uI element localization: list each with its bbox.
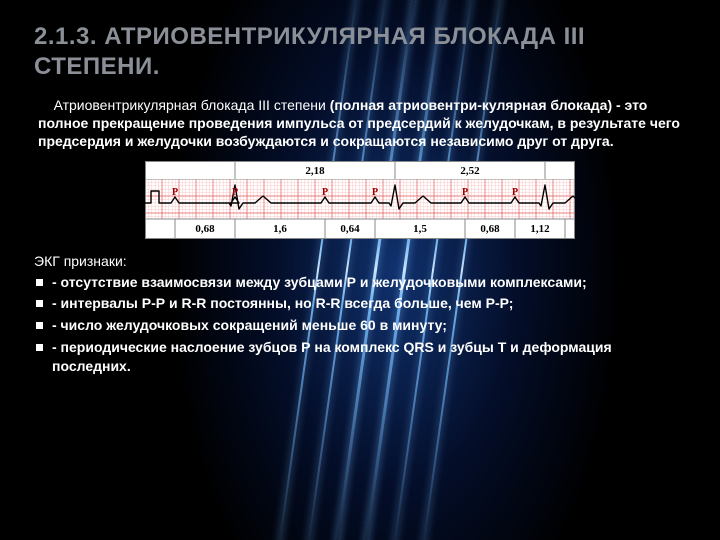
- svg-text:P: P: [462, 187, 468, 198]
- svg-text:0,68: 0,68: [480, 223, 500, 235]
- svg-text:P: P: [372, 187, 378, 198]
- svg-text:2,52: 2,52: [460, 165, 480, 177]
- svg-text:2,18: 2,18: [305, 165, 325, 177]
- svg-text:P: P: [512, 187, 518, 198]
- intro-lead: Атриовентрикулярная блокада III степени: [54, 97, 330, 113]
- ecg-figure: 2,18 2,52 0,68 1,6 0,64 1,5 0,68 1,12 P P P P P P: [145, 161, 575, 239]
- svg-text:1,6: 1,6: [273, 223, 287, 235]
- svg-text:0,64: 0,64: [340, 223, 360, 235]
- signs-list: - отсутствие взаимосвязи между зубцами Р…: [34, 273, 686, 376]
- intro-paragraph: Атриовентрикулярная блокада III степени …: [38, 96, 686, 151]
- svg-text:1,12: 1,12: [530, 223, 550, 235]
- signs-header: ЭКГ признаки:: [34, 253, 686, 269]
- signs-item: - отсутствие взаимосвязи между зубцами Р…: [34, 273, 686, 292]
- ecg-svg: 2,18 2,52 0,68 1,6 0,64 1,5 0,68 1,12 P P P P P P: [145, 161, 575, 239]
- svg-text:0,68: 0,68: [195, 223, 215, 235]
- svg-text:P: P: [172, 187, 178, 198]
- svg-text:P: P: [322, 187, 328, 198]
- svg-text:P: P: [232, 187, 238, 198]
- signs-item: - периодические наслоение зубцов Р на ко…: [34, 338, 686, 376]
- slide-content: 2.1.3. АТРИОВЕНТРИКУЛЯРНАЯ БЛОКАДА III С…: [0, 0, 720, 540]
- signs-item: - интервалы Р-Р и R-R постоянны, но R-R …: [34, 294, 686, 313]
- slide-title: 2.1.3. АТРИОВЕНТРИКУЛЯРНАЯ БЛОКАДА III С…: [34, 22, 686, 82]
- svg-text:1,5: 1,5: [413, 223, 427, 235]
- signs-item: - число желудочковых сокращений меньше 6…: [34, 316, 686, 335]
